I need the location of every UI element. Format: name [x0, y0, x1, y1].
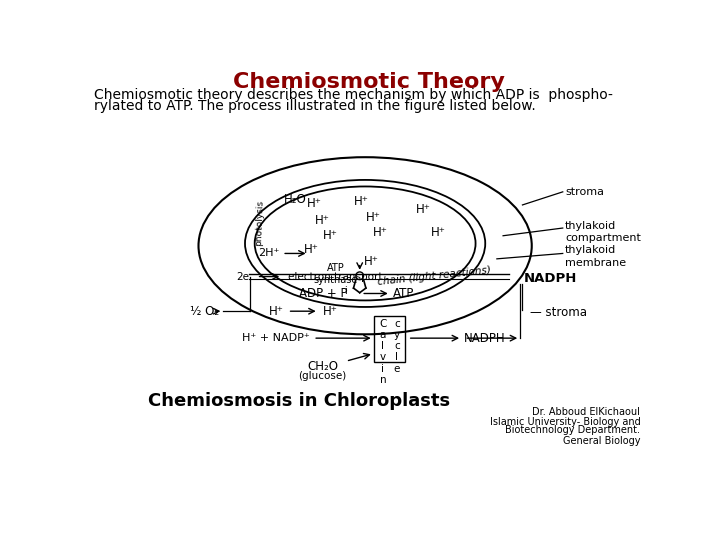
- Text: chain (light reactions): chain (light reactions): [377, 266, 491, 287]
- Text: H⁺: H⁺: [373, 226, 388, 239]
- Text: H⁺: H⁺: [416, 203, 431, 216]
- Text: ATP
synthase: ATP synthase: [313, 264, 358, 285]
- Text: thylakoid
compartment: thylakoid compartment: [565, 221, 641, 243]
- Text: H⁺: H⁺: [354, 195, 369, 208]
- Text: NADPH: NADPH: [524, 272, 577, 285]
- Text: stroma: stroma: [565, 187, 604, 197]
- Text: Chemiosmotic Theory: Chemiosmotic Theory: [233, 72, 505, 92]
- Text: H⁺: H⁺: [364, 255, 379, 268]
- Text: CH₂O: CH₂O: [307, 360, 338, 373]
- Text: photolysis: photolysis: [253, 199, 264, 246]
- Text: H⁺: H⁺: [307, 197, 322, 210]
- Text: H⁺ + NADP⁺: H⁺ + NADP⁺: [243, 333, 310, 343]
- Text: rylated to ATP. The process illustrated in the figure listed below.: rylated to ATP. The process illustrated …: [94, 99, 536, 113]
- Text: ADP + P: ADP + P: [300, 287, 348, 300]
- Text: Islamic University- Biology and: Islamic University- Biology and: [490, 417, 640, 428]
- Text: c
y
c
l
e: c y c l e: [394, 319, 400, 374]
- Text: NADPH: NADPH: [464, 332, 506, 345]
- Text: 2H⁺: 2H⁺: [258, 248, 279, 259]
- Text: H⁺: H⁺: [315, 214, 330, 227]
- Text: H⁺: H⁺: [269, 305, 284, 318]
- Text: Chemiosmosis in Chloroplasts: Chemiosmosis in Chloroplasts: [148, 392, 450, 410]
- Text: H₂O: H₂O: [284, 193, 307, 206]
- Text: H⁺: H⁺: [303, 243, 318, 256]
- Text: Dr. Abboud ElKichaoul: Dr. Abboud ElKichaoul: [532, 408, 640, 417]
- Text: i: i: [344, 286, 347, 296]
- Text: thylakoid
membrane: thylakoid membrane: [565, 245, 626, 268]
- Text: H⁺: H⁺: [323, 305, 338, 318]
- Text: ½ O₂: ½ O₂: [190, 305, 220, 318]
- Text: H⁺: H⁺: [431, 226, 446, 239]
- Text: 2e⁻: 2e⁻: [236, 272, 254, 281]
- Text: ATP: ATP: [393, 287, 415, 300]
- Text: H⁺: H⁺: [366, 211, 380, 224]
- Text: C
a
l
v
i
n: C a l v i n: [379, 319, 387, 385]
- Text: Chemiosmotic theory describes the mechanism by which ADP is  phospho-: Chemiosmotic theory describes the mechan…: [94, 88, 613, 102]
- Text: Biotechnology Department.: Biotechnology Department.: [505, 425, 640, 435]
- Text: (glucose): (glucose): [298, 371, 346, 381]
- Text: General Biology: General Biology: [563, 436, 640, 446]
- Text: H⁺: H⁺: [323, 230, 338, 242]
- Text: electron transport: electron transport: [287, 272, 382, 281]
- Text: — stroma: — stroma: [530, 306, 588, 319]
